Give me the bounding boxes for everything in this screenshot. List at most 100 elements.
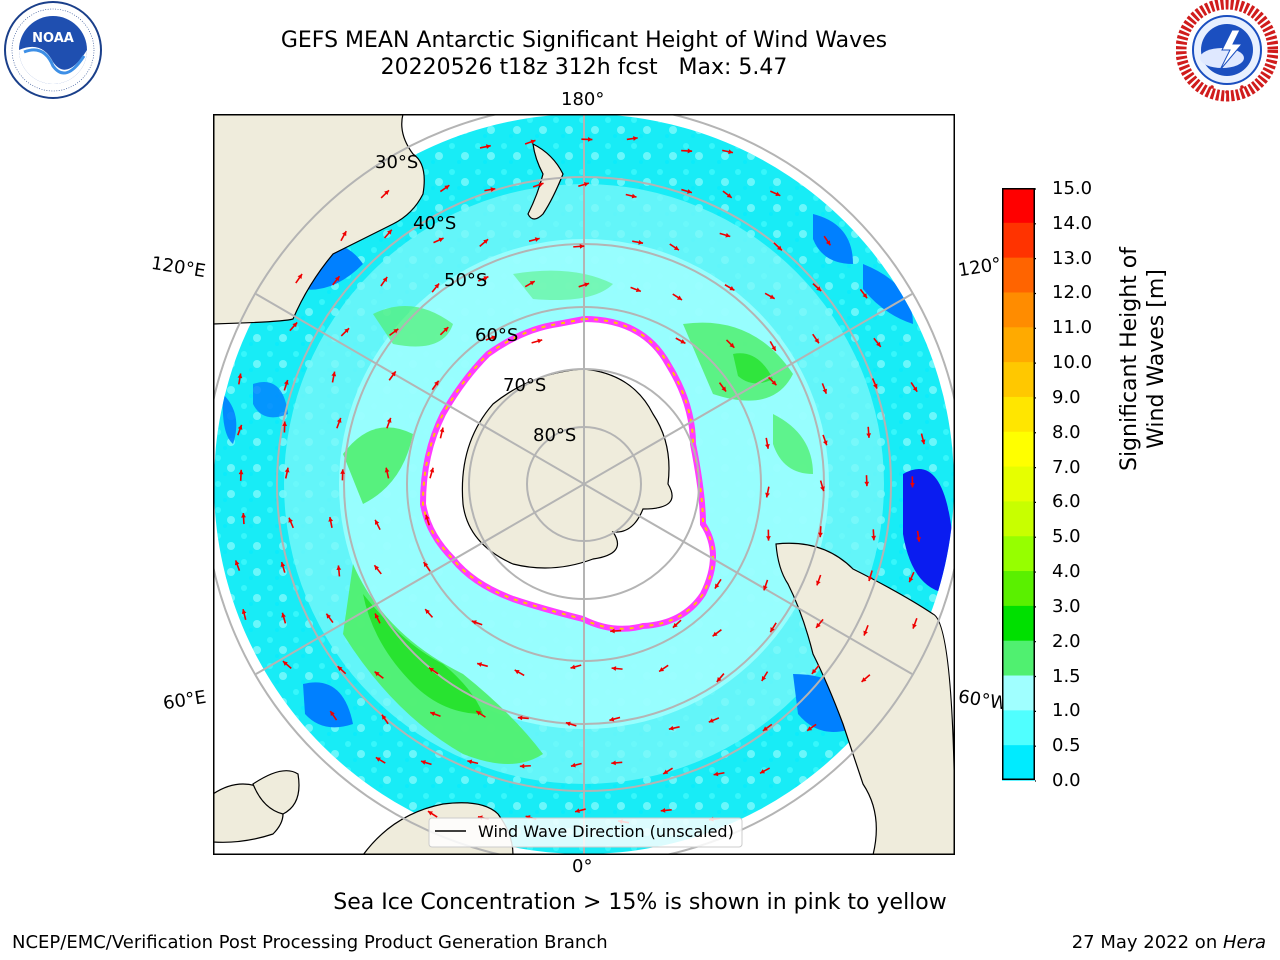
wave-arrow-head <box>726 193 732 198</box>
lon-label-120e: 120°E <box>149 252 208 283</box>
wave-arrow-head <box>288 517 293 523</box>
wave-arrow-head <box>330 711 335 717</box>
wave-arrow-head <box>713 771 719 777</box>
wave-arrow-head <box>583 182 589 187</box>
wave-arrow-head <box>517 715 523 721</box>
lat-label-70s: 70°S <box>503 375 546 396</box>
wave-arrow-head <box>374 565 380 571</box>
colorbar-band <box>1002 571 1035 607</box>
wave-arrow-head <box>611 760 616 766</box>
lon-label-60e: 60°E <box>161 686 208 715</box>
colorbar-band <box>1002 327 1035 363</box>
wave-arrow-head <box>387 229 392 235</box>
wave-arrow-head <box>611 666 617 671</box>
lat-label-50s: 50°S <box>444 270 487 291</box>
wave-arrow-head <box>909 482 915 488</box>
wave-arrow-head <box>386 417 392 423</box>
lon-label-120w: 120° <box>956 253 1003 282</box>
wave-arrow-head <box>424 514 430 520</box>
wave-arrow-head <box>490 187 496 192</box>
wave-arrow-head <box>485 144 491 149</box>
colorbar-title: Significant Height of Wind Waves [m] <box>1117 246 1169 472</box>
colorbar-tick-label: 2.0 <box>1052 630 1081 652</box>
wave-arrow-head <box>344 328 350 334</box>
wave-arrow-head <box>374 671 380 677</box>
wave-arrow-head <box>237 373 243 379</box>
wave-arrow-head <box>423 562 429 568</box>
wave-arrow-head <box>519 763 525 769</box>
wave-arrow-head <box>579 244 585 249</box>
colorbar-band <box>1002 675 1035 711</box>
wave-arrow-head <box>728 149 733 155</box>
wave-arrow-head <box>444 185 450 190</box>
wave-arrow-head <box>729 342 735 348</box>
lon-label-180: 180° <box>561 89 605 110</box>
footer-host: Hera <box>1222 932 1266 953</box>
wave-arrow-head <box>763 585 768 591</box>
wave-arrow-head <box>334 276 340 282</box>
wave-arrow-head <box>565 721 571 727</box>
colorbar-tick-label: 7.0 <box>1052 456 1081 478</box>
lon-label-0: 0° <box>572 856 593 877</box>
colorbar-tick-label: 4.0 <box>1052 561 1081 583</box>
footer-date-text: 27 May 2022 on <box>1071 932 1223 953</box>
wave-arrow-head <box>342 231 347 237</box>
graticule <box>213 114 955 855</box>
wave-arrow-head <box>863 630 868 636</box>
footer-branch: NCEP/EMC/Verification Post Processing Pr… <box>12 932 608 953</box>
colorbar-band <box>1002 605 1035 642</box>
wave-arrow-head <box>282 421 288 426</box>
wave-arrow-head <box>382 276 388 282</box>
wave-arrow-head <box>677 295 683 300</box>
wave-arrow-head <box>427 811 433 816</box>
map-frame <box>213 114 955 855</box>
wave-arrow-head <box>443 327 449 332</box>
wave-arrow-head <box>866 433 872 438</box>
wave-arrow-head <box>292 322 298 328</box>
colorbar-band <box>1002 222 1035 259</box>
wave-arrow-head <box>514 669 520 675</box>
wave-arrow-head <box>609 716 615 722</box>
wave-arrow-head <box>635 287 641 292</box>
wave-arrow-head <box>328 517 334 522</box>
wave-arrow-head <box>638 240 644 245</box>
nws-logo <box>1176 0 1278 102</box>
wave-arrow-head <box>237 424 243 430</box>
wave-arrow-head <box>491 335 497 341</box>
chart-title: GEFS MEAN Antarctic Significant Height o… <box>280 28 888 53</box>
wave-arrow-head <box>439 427 445 433</box>
wave-arrow-head <box>861 677 867 682</box>
wave-arrow-head <box>331 371 337 377</box>
colorbar-tick-label: 1.5 <box>1052 665 1081 687</box>
wave-arrow-head <box>384 190 389 196</box>
lat-label-40s: 40°S <box>413 213 456 234</box>
wave-arrow-head <box>374 519 380 525</box>
wave-arrow-head <box>381 714 387 720</box>
wave-arrow-head <box>374 613 380 619</box>
noaa-logo: NOAA <box>4 1 102 99</box>
wave-arrow-head <box>777 245 782 251</box>
wave-arrow-head <box>281 612 286 618</box>
antarctica-land <box>461 368 673 569</box>
wave-arrow-head <box>438 237 444 243</box>
colorbar-band <box>1002 640 1035 677</box>
colorbar-band <box>1002 292 1035 328</box>
wave-arrow-head <box>282 661 288 666</box>
wave-arrow-head <box>336 565 342 571</box>
wave-arrow-head <box>425 609 430 615</box>
colorbar-tick-label: 12.0 <box>1052 282 1093 304</box>
wave-arrow-head <box>476 711 482 716</box>
wave-arrow-head <box>912 386 918 392</box>
noaa-logo-text: NOAA <box>32 31 74 46</box>
wave-arrow-head <box>916 537 921 542</box>
wave-arrow-head <box>529 281 535 286</box>
wave-arrow-head <box>775 191 781 197</box>
wave-arrow-head <box>631 193 637 199</box>
colorbar-band <box>1002 536 1035 572</box>
wave-arrow-head <box>534 237 540 242</box>
wave-arrow-head <box>725 232 731 238</box>
wave-arrow-head <box>610 628 615 634</box>
wave-arrow-head <box>570 664 576 670</box>
footer-date: 27 May 2022 on Hera <box>1072 932 1266 953</box>
wave-arrow-head <box>712 631 718 637</box>
